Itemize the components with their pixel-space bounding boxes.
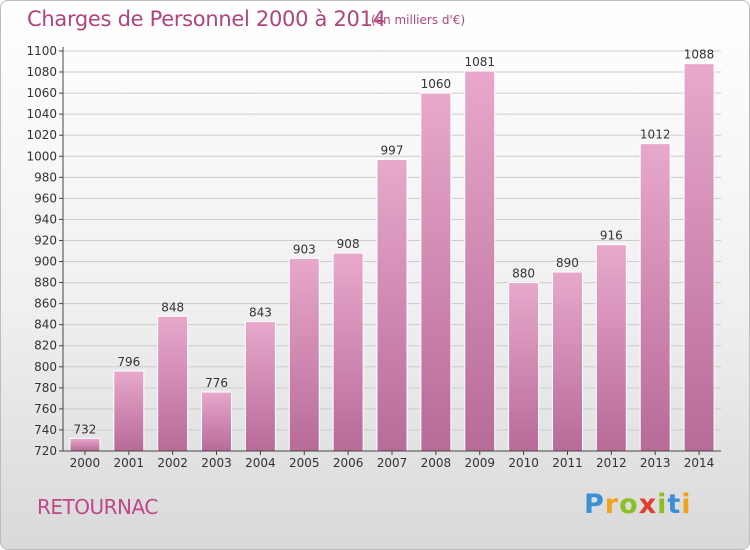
- x-tick-label: 2011: [552, 456, 583, 470]
- x-tick-label: 2006: [333, 456, 364, 470]
- x-tick-label: 2003: [201, 456, 232, 470]
- y-tick-label: 1100: [26, 44, 57, 58]
- y-tick-label: 780: [34, 381, 57, 395]
- x-tick-label: 2002: [157, 456, 188, 470]
- logo-letter: o: [619, 489, 639, 520]
- x-tick-label: 2007: [377, 456, 408, 470]
- bar-2010: [508, 282, 540, 452]
- x-tick-label: 2013: [640, 456, 671, 470]
- value-label: 776: [205, 376, 228, 390]
- bar-2003: [201, 391, 233, 452]
- x-tick-label: 2008: [421, 456, 452, 470]
- x-tick-label: 2001: [114, 456, 145, 470]
- logo-letter: i: [681, 489, 692, 520]
- bar-2002: [157, 315, 189, 452]
- y-tick-label: 720: [34, 444, 57, 458]
- bar-2011: [551, 271, 583, 452]
- commune-name: RETOURNAC: [37, 495, 158, 519]
- value-label: 890: [556, 256, 579, 270]
- value-label: 903: [293, 242, 316, 256]
- bar-2006: [332, 252, 364, 452]
- y-tick-label: 1040: [26, 107, 57, 121]
- y-tick-label: 900: [34, 255, 57, 269]
- y-tick-label: 1080: [26, 65, 57, 79]
- chart-title: Charges de Personnel 2000 à 2014: [27, 7, 386, 31]
- value-label: 880: [512, 267, 535, 281]
- y-tick-label: 1000: [26, 149, 57, 163]
- x-tick-label: 2014: [684, 456, 715, 470]
- x-tick-label: 2004: [245, 456, 276, 470]
- y-tick-label: 1020: [26, 128, 57, 142]
- value-label: 1088: [684, 48, 715, 62]
- value-label: 916: [600, 229, 623, 243]
- x-tick-label: 2009: [464, 456, 495, 470]
- logo-letter: r: [604, 489, 620, 520]
- bar-2007: [376, 158, 408, 452]
- y-tick-label: 980: [34, 170, 57, 184]
- value-label: 732: [73, 422, 96, 436]
- logo-letter: P: [584, 489, 605, 520]
- x-tick-label: 2000: [70, 456, 101, 470]
- y-tick-label: 740: [34, 423, 57, 437]
- bar-2000: [69, 437, 101, 452]
- bar-2001: [113, 370, 145, 452]
- value-label: 997: [381, 143, 404, 157]
- y-tick-label: 760: [34, 402, 57, 416]
- logo-letter: t: [667, 489, 682, 520]
- bars: [69, 63, 715, 452]
- axes: 720 740 760 780 800 820 840 860 880 900 920 940 960 9…: [26, 44, 721, 470]
- x-tick-label: 2010: [508, 456, 539, 470]
- y-tick-label: 820: [34, 339, 57, 353]
- chart-subtitle: (en milliers d'€): [371, 13, 466, 27]
- y-tick-label: 940: [34, 212, 57, 226]
- bar-2008: [420, 92, 452, 452]
- bar-2009: [464, 70, 496, 452]
- value-label: 848: [161, 300, 184, 314]
- value-label: 908: [337, 237, 360, 251]
- logo-letter: x: [638, 489, 658, 520]
- y-tick-label: 1060: [26, 86, 57, 100]
- value-label: 1012: [640, 128, 671, 142]
- y-tick-label: 840: [34, 318, 57, 332]
- bar-2005: [288, 257, 320, 452]
- value-label: 843: [249, 306, 272, 320]
- value-label: 796: [117, 355, 140, 369]
- bar-2013: [639, 143, 671, 452]
- y-tick-label: 880: [34, 276, 57, 290]
- bar-2014: [683, 63, 715, 452]
- y-tick-label: 800: [34, 360, 57, 374]
- value-label: 1060: [421, 77, 452, 91]
- bar-2004: [244, 321, 276, 452]
- logo-letter: i: [657, 489, 668, 520]
- x-tick-label: 2012: [596, 456, 627, 470]
- value-labels: 732 796 848 776 843 903 908 997 1060 1081 880 890 91…: [73, 48, 714, 437]
- bar-2012: [595, 244, 627, 452]
- y-tick-label: 920: [34, 233, 57, 247]
- y-tick-label: 960: [34, 191, 57, 205]
- x-tick-label: 2005: [289, 456, 320, 470]
- value-label: 1081: [464, 55, 495, 69]
- y-tick-label: 860: [34, 297, 57, 311]
- proxiti-logo[interactable]: Proxiti: [584, 489, 692, 520]
